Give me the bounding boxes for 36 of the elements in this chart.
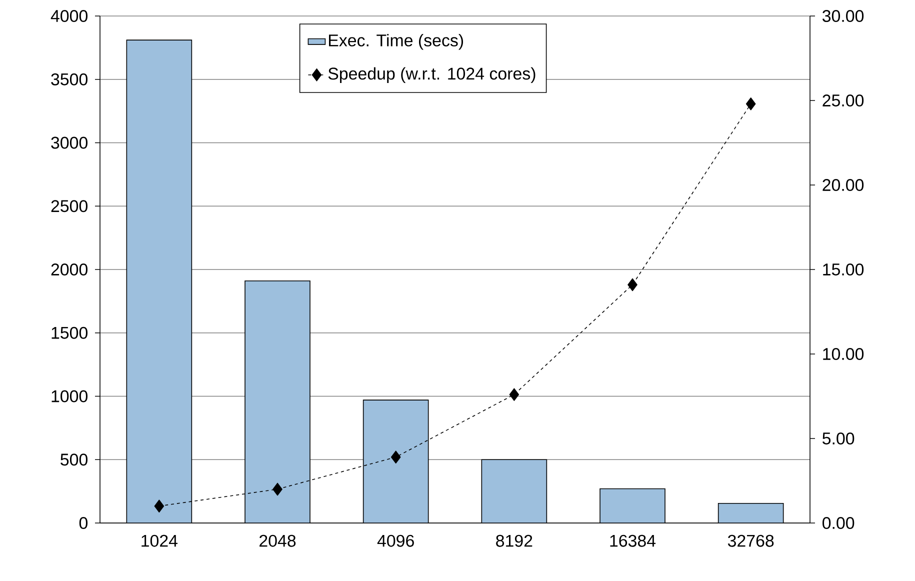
- bar: [126, 40, 192, 523]
- y-tick-label: 500: [60, 454, 88, 466]
- x-tick-label: 4096: [377, 534, 414, 547]
- legend-label: Speedup (w.r.t. 1024 cores): [328, 67, 536, 84]
- point: [154, 500, 164, 512]
- x-tick-label: 1024: [142, 534, 178, 547]
- bar: [718, 502, 784, 523]
- y2-tick-label: 15.00: [823, 264, 864, 276]
- y-tick-label: 1500: [52, 326, 88, 339]
- bar: [482, 460, 547, 523]
- y2-tick-label: 30.00: [822, 10, 864, 22]
- y2-tick-label: 20.00: [822, 178, 864, 191]
- bar: [363, 400, 428, 523]
- y-tick-label: 3500: [51, 73, 88, 86]
- point: [272, 482, 282, 496]
- y2-tick-label: 25.00: [822, 94, 864, 106]
- point: [628, 278, 638, 292]
- y-tick-label: 3000: [51, 136, 88, 149]
- x-tick-label: 8192: [496, 534, 532, 547]
- legend-label: Exec. Time (secs): [329, 34, 464, 50]
- bar: [600, 488, 666, 523]
- y2-tick-label: 0.00: [822, 517, 854, 529]
- point: [390, 450, 401, 464]
- x-tick-label: 2048: [260, 534, 296, 547]
- x-tick-label: 32768: [728, 534, 774, 547]
- y2-tick-label: 10.00: [823, 348, 864, 360]
- y-tick-label: 4000: [50, 10, 88, 22]
- y-tick-label: 2500: [51, 200, 88, 212]
- x-tick-label: 16384: [610, 534, 656, 547]
- y-tick-label: 0: [79, 517, 88, 529]
- y2-tick-label: 5.00: [822, 432, 854, 444]
- bar: [245, 280, 310, 523]
- y-tick-label: 1000: [52, 390, 88, 402]
- y-tick-label: 2000: [51, 264, 88, 276]
- point: [746, 97, 756, 110]
- point: [509, 388, 520, 401]
